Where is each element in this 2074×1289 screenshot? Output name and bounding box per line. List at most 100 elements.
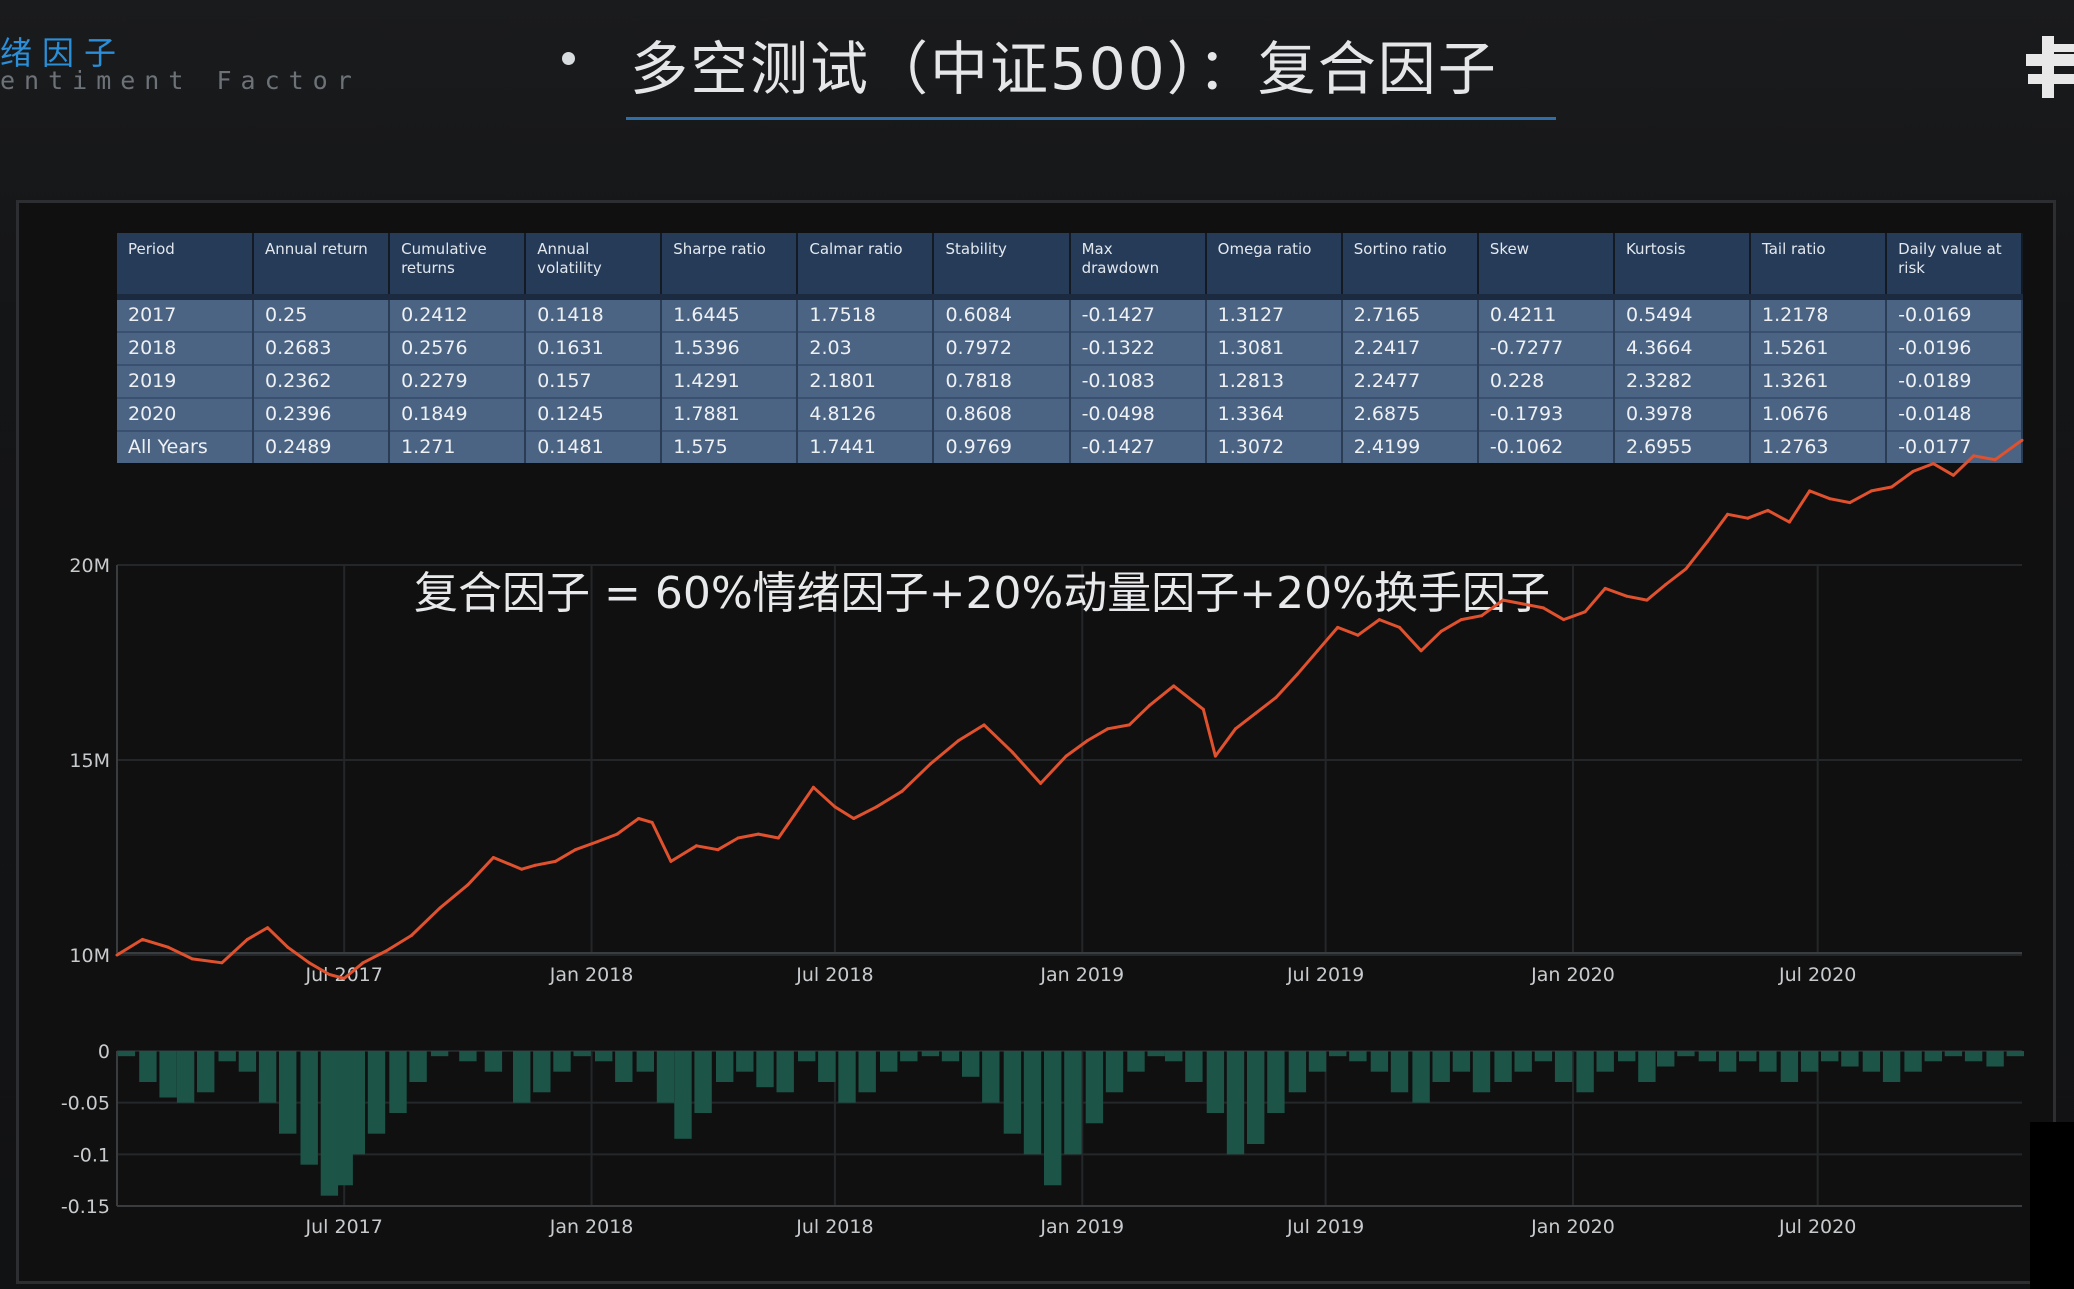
drawdown-bar <box>1924 1051 1942 1062</box>
brand-logo-icon <box>2026 36 2074 98</box>
table-cell: 2.2477 <box>1341 364 1479 398</box>
table-cell: -0.1062 <box>1477 430 1615 463</box>
table-cell: 1.7518 <box>797 294 935 332</box>
drawdown-bar <box>756 1051 774 1088</box>
table-header-row: Period Annual return Cumulative returns Ann… <box>117 233 2024 297</box>
drawdown-bar <box>1739 1051 1757 1062</box>
table-cell: 0.2412 <box>389 294 527 332</box>
series-point <box>1254 711 1258 715</box>
series-point <box>669 859 673 863</box>
series-point <box>220 961 224 965</box>
drawdown-bar <box>1247 1051 1265 1144</box>
drawdown-bar <box>1390 1051 1409 1093</box>
drawdown-bar <box>533 1051 551 1093</box>
drawdown-bar <box>1329 1051 1347 1057</box>
table-header-cell: Stability <box>933 233 1071 297</box>
x-tick-label: Jul 2020 <box>1778 964 1856 986</box>
table-cell: 2.7165 <box>1341 294 1479 332</box>
series-point <box>875 805 879 809</box>
series-point <box>115 953 119 957</box>
series-point <box>1625 594 1629 598</box>
table-cell: 2.6875 <box>1341 397 1479 431</box>
series-point <box>982 723 986 727</box>
drawdown-bar <box>982 1051 1000 1103</box>
drawdown-bar <box>197 1051 215 1093</box>
series-point <box>1664 583 1668 586</box>
series-point <box>1521 602 1525 606</box>
series-point <box>1356 633 1360 637</box>
table-cell: 2.2417 <box>1341 331 1479 365</box>
table-cell: 1.7441 <box>797 430 935 463</box>
drawdown-bar <box>1718 1051 1737 1072</box>
drawdown-bar <box>176 1051 195 1103</box>
drawdown-bar <box>2006 1051 2024 1057</box>
table-cell: 1.3364 <box>1205 397 1343 431</box>
series-point <box>1726 512 1730 516</box>
drawdown-bar <box>1226 1051 1245 1155</box>
table-row: 2020 0.2396 0.1849 0.1245 1.7881 4.8126 0.8608… <box>117 397 2024 431</box>
table-cell: -0.0196 <box>1886 331 2024 365</box>
table-cell: 0.7972 <box>933 331 1071 365</box>
table-header-cell: Max drawdown <box>1069 233 1207 297</box>
drawdown-bar <box>962 1051 980 1077</box>
series-point <box>1398 625 1401 629</box>
table-cell: 0.7818 <box>933 364 1071 398</box>
table-header-cell: Cumulative returns <box>389 233 527 297</box>
series-point <box>266 926 270 930</box>
series-point <box>141 937 144 941</box>
table-cell: 2.1801 <box>797 364 935 398</box>
drawdown-bar <box>615 1051 633 1082</box>
table-cell: 1.3261 <box>1750 364 1888 398</box>
series-point <box>245 937 249 941</box>
formula-annotation: 复合因子 = 60%情绪因子+20%动量因子+20%换手因子 <box>414 568 1550 619</box>
drawdown-bar <box>1064 1051 1082 1155</box>
table-cell: -0.1322 <box>1069 331 1207 365</box>
y-tick-label: 15M <box>69 750 110 772</box>
drawdown-bar <box>694 1051 712 1113</box>
drawdown-bar <box>320 1051 339 1196</box>
drawdown-bar <box>1554 1051 1573 1082</box>
drawdown-bar <box>1698 1051 1717 1062</box>
drawdown-bar <box>1472 1051 1491 1093</box>
series-point <box>1127 723 1131 727</box>
table-cell: 1.3127 <box>1205 294 1343 332</box>
drawdown-bar <box>553 1051 571 1072</box>
drawdown-bars <box>117 1051 2024 1196</box>
drawdown-bar <box>880 1051 898 1072</box>
y-tick-label: 20M <box>69 555 110 577</box>
series-point <box>1295 672 1299 676</box>
page-title: 多空测试（中证500）：复合因子 <box>630 35 1498 103</box>
y-tick-label: 0 <box>98 1041 110 1063</box>
drawdown-bar <box>573 1051 591 1057</box>
table-cell: -0.7277 <box>1477 331 1615 365</box>
table-cell: 1.2813 <box>1205 364 1343 398</box>
series-point <box>1603 586 1607 590</box>
drawdown-bar <box>1618 1051 1636 1062</box>
table-header-cell: Annual return <box>253 233 391 297</box>
table-row: 2018 0.2683 0.2576 0.1631 1.5396 2.03 0.7972 -0… <box>117 331 2024 365</box>
table-row: 2017 0.25 0.2412 0.1418 1.6445 1.7518 0.6084 -0… <box>117 294 2024 332</box>
x-tick-label: Jan 2020 <box>1530 964 1615 986</box>
x-tick-label: Jul 2020 <box>1778 1216 1856 1238</box>
series-point <box>361 961 365 965</box>
line-chart-grid <box>117 564 2022 956</box>
drawdown-bar <box>1596 1051 1614 1072</box>
table-header-cell: Sortino ratio <box>1341 233 1479 297</box>
drawdown-bar <box>1452 1051 1471 1072</box>
series-point <box>650 820 654 824</box>
series-point <box>1746 516 1750 520</box>
series-point <box>491 856 495 859</box>
series-point <box>637 817 641 820</box>
drawdown-bar <box>1576 1051 1594 1093</box>
table-cell: 1.271 <box>389 430 527 463</box>
series-point <box>615 832 619 836</box>
series-point <box>307 961 311 965</box>
series-point <box>1787 520 1791 524</box>
x-tick-label: Jan 2019 <box>1039 1216 1124 1238</box>
drawdown-bar <box>1003 1051 1022 1134</box>
drawdown-bar <box>1677 1051 1695 1057</box>
drawdown-bar <box>1370 1051 1389 1072</box>
series-point <box>2020 438 2024 442</box>
table-cell: 1.575 <box>661 430 799 463</box>
drawdown-bar <box>1185 1051 1203 1082</box>
